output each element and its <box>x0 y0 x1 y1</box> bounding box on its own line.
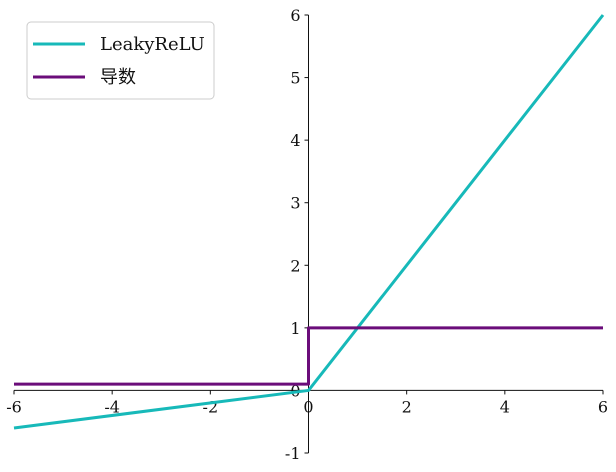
x-tick-label: 2 <box>402 397 412 416</box>
y-tick-label: 4 <box>290 131 300 150</box>
series-line-derivative <box>14 326 603 386</box>
y-tick-label: 6 <box>290 6 300 25</box>
x-tick-label: 0 <box>303 397 313 416</box>
y-tick-label: 1 <box>290 319 300 338</box>
y-tick-label: 5 <box>290 69 300 88</box>
x-tick-label: 6 <box>598 397 608 416</box>
legend-label-derivative: 导数 <box>100 67 136 88</box>
y-tick-label: 3 <box>290 194 300 213</box>
x-tick-label: -6 <box>6 397 22 416</box>
legend-label-leakyrelu: LeakyReLU <box>100 34 205 55</box>
x-tick-label: -2 <box>203 397 219 416</box>
x-tick-label: 4 <box>500 397 510 416</box>
legend-box <box>26 21 215 100</box>
y-tick-label: 2 <box>290 256 300 275</box>
legend: LeakyReLU 导数 <box>26 21 215 100</box>
y-tick-label: -1 <box>285 444 301 463</box>
x-tick-label: -4 <box>104 397 120 416</box>
series-line-leakyrelu <box>13 14 605 430</box>
series-layer <box>13 14 605 430</box>
